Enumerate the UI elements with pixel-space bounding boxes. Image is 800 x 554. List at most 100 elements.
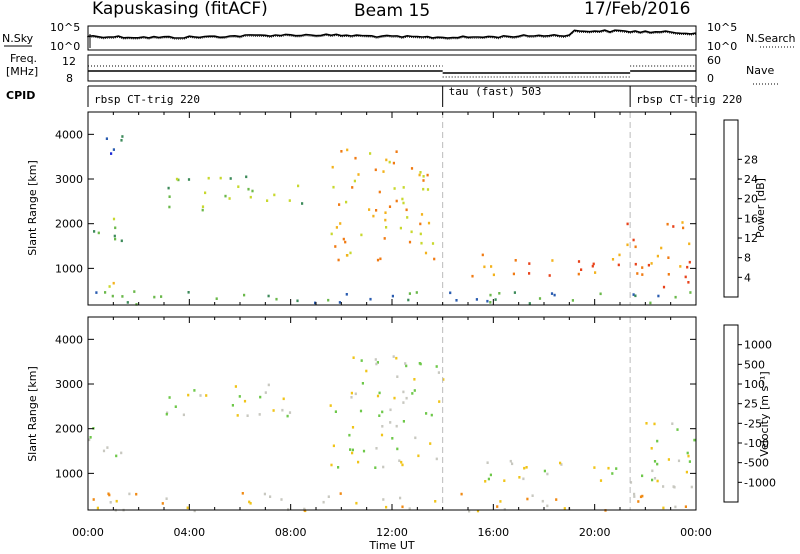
colorbar-tick-label: -100	[744, 437, 769, 450]
echo-cell	[351, 426, 355, 429]
echo-cell	[398, 459, 401, 462]
echo-cell	[553, 293, 556, 297]
echo-cell	[384, 211, 387, 214]
echo-cell	[410, 167, 414, 170]
echo-cell	[401, 197, 404, 201]
echo-cell	[106, 446, 109, 449]
echo-cell	[385, 226, 388, 229]
x-tick-label: 12:00	[376, 526, 408, 539]
nsearch-trace	[87, 30, 697, 40]
echo-cell	[690, 485, 693, 489]
echo-cell	[349, 251, 352, 255]
echo-cell	[632, 238, 635, 242]
echo-cell	[368, 208, 371, 211]
echo-cell	[193, 509, 196, 513]
echo-cell	[135, 303, 138, 306]
echo-cell	[662, 285, 666, 289]
echo-cell	[376, 394, 380, 398]
echo-cell	[95, 291, 98, 294]
echo-cell	[399, 496, 402, 500]
echo-cell	[666, 222, 669, 226]
noise-tick-top-right: 10^5	[707, 21, 737, 34]
echo-cell	[523, 466, 526, 470]
echo-cell	[348, 433, 351, 437]
echo-cell	[215, 297, 218, 300]
echo-cell	[286, 414, 289, 418]
echo-cell	[327, 298, 330, 302]
echo-cell	[102, 449, 106, 453]
echo-cell	[376, 258, 380, 262]
echo-cell	[339, 222, 342, 225]
echo-cell	[339, 492, 342, 495]
echo-cell	[382, 465, 385, 469]
echo-cell	[684, 505, 687, 508]
echo-cell	[626, 222, 629, 226]
echo-cell	[362, 449, 366, 453]
echo-cell	[560, 463, 563, 466]
echo-cell	[538, 297, 542, 300]
echo-cell	[433, 257, 436, 261]
echo-cell	[338, 203, 341, 206]
echo-cell	[546, 472, 549, 476]
echo-cell	[687, 281, 690, 284]
echo-cell	[267, 294, 270, 298]
echo-cell	[234, 385, 237, 388]
velocity-panel-background	[88, 317, 696, 510]
echo-cell	[401, 463, 404, 467]
echo-cell	[330, 463, 333, 467]
echo-cell	[105, 137, 108, 140]
echo-cell	[393, 187, 396, 190]
echo-cell	[89, 436, 92, 439]
echo-cell	[396, 375, 399, 378]
echo-cell	[353, 179, 356, 183]
echo-cell	[391, 437, 394, 440]
y-tick-label: 1000	[55, 467, 83, 480]
echo-cell	[135, 492, 138, 496]
echo-cell	[528, 302, 531, 305]
velocity-cells	[88, 355, 696, 513]
colorbar-tick-label: 25	[744, 398, 758, 411]
echo-cell	[402, 186, 405, 189]
y-tick-label: 1000	[55, 262, 83, 275]
echo-cell	[503, 508, 506, 511]
freq-traces	[88, 65, 696, 78]
echo-cell	[591, 264, 594, 268]
echo-cell	[594, 271, 597, 274]
echo-cell	[641, 494, 644, 498]
echo-cell	[375, 447, 378, 450]
echo-cell	[258, 413, 261, 416]
cpid-label: CPID	[6, 89, 35, 102]
echo-cell	[204, 191, 207, 195]
echo-cell	[413, 389, 416, 392]
echo-cell	[615, 467, 618, 470]
echo-cell	[402, 420, 405, 423]
echo-cell	[685, 470, 688, 474]
echo-cell	[251, 189, 254, 193]
echo-cell	[405, 396, 408, 400]
echo-cell	[618, 253, 621, 257]
echo-cell	[369, 297, 372, 301]
echo-cell	[607, 466, 610, 470]
echo-cell	[355, 501, 358, 505]
echo-cell	[273, 193, 276, 197]
echo-cell	[338, 301, 341, 304]
velocity-ylabel: Slant Range [km]	[26, 366, 39, 462]
echo-cell	[121, 135, 124, 138]
echo-cell	[120, 451, 123, 455]
echo-cell	[674, 505, 677, 509]
echo-cell	[168, 396, 171, 399]
echo-cell	[550, 292, 554, 295]
echo-cell	[187, 178, 191, 181]
echo-cell	[266, 199, 269, 202]
echo-cell	[346, 148, 349, 152]
echo-cell	[238, 395, 241, 398]
echo-cell	[503, 479, 506, 482]
echo-cell	[667, 256, 670, 259]
echo-cell	[175, 177, 179, 181]
echo-cell	[281, 408, 284, 412]
echo-cell	[165, 412, 168, 416]
echo-cell	[419, 171, 422, 174]
power-panel-background	[88, 112, 696, 305]
echo-cell	[639, 495, 643, 499]
time-axis-labels: 00:00 04:00 08:00 12:00 16:00 20:00 00:00	[72, 526, 712, 539]
